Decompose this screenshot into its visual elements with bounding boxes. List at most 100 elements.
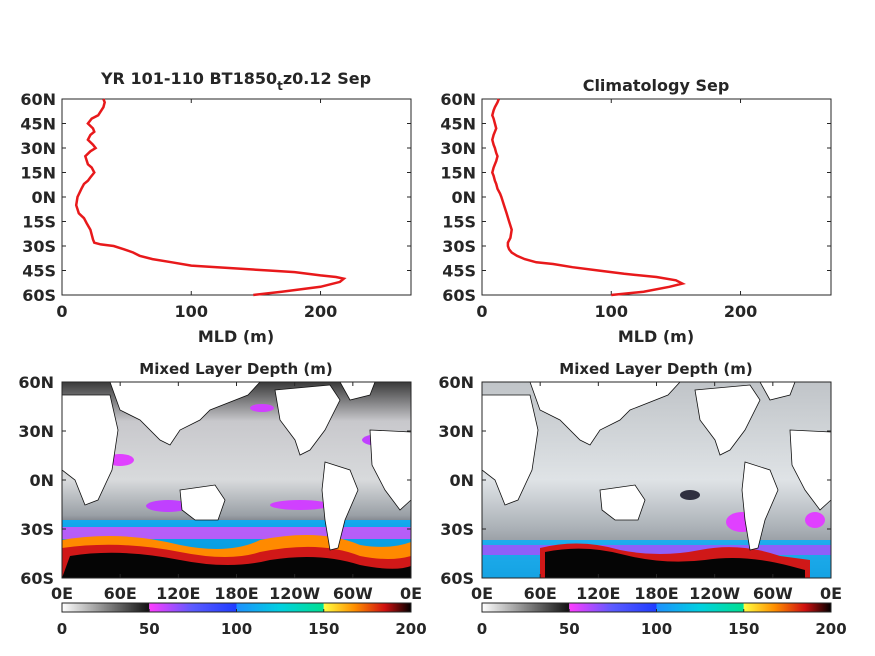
map-y-tick-label: 30N (18, 422, 54, 441)
land-asia-model (109, 382, 261, 446)
y-tick-label: 0N (451, 188, 476, 207)
plot-title-climatology: Climatology Sep (583, 76, 730, 95)
colorbar-segment (62, 603, 150, 612)
y-tick-label: 60S (22, 286, 56, 305)
map-x-tick-label: 120W (269, 584, 320, 603)
xlabel-model: MLD (m) (198, 327, 274, 346)
land-north-america-climatology (694, 384, 761, 456)
y-tick-label: 60N (20, 90, 56, 109)
colorbar-tick-label: 150 (308, 620, 339, 638)
y-tick-label: 30N (20, 139, 56, 158)
x-tick-label: 200 (304, 302, 337, 321)
y-tick-label: 45N (20, 115, 56, 134)
map-x-tick-label: 60W (753, 584, 793, 603)
colorbar-tick-label: 200 (815, 620, 846, 638)
map-x-tick-label: 60E (104, 584, 137, 603)
plot-frame-climatology (481, 98, 832, 296)
land-asia-climatology (529, 382, 681, 446)
map-x-tick-label: 120W (689, 584, 740, 603)
land-australia-climatology (599, 484, 646, 521)
mld-line-model (74, 98, 347, 297)
y-tick-label: 30S (22, 237, 56, 256)
colorbar-tick-label: 0 (57, 620, 67, 638)
map-y-tick-label: 30S (440, 520, 474, 539)
xlabel-climatology: MLD (m) (618, 327, 694, 346)
y-tick-label: 60N (440, 90, 476, 109)
map-y-tick-label: 0N (449, 471, 474, 490)
colorbar-segment (743, 603, 831, 612)
map-y-tick-label: 60S (440, 569, 474, 588)
land-africa-model (62, 394, 119, 506)
map-x-tick-label: 0E (820, 584, 842, 603)
map-y-tick-label: 60N (18, 373, 54, 392)
y-tick-label: 45S (442, 262, 476, 281)
y-tick-label: 30N (440, 139, 476, 158)
profile-plot-model: YR 101-110 BT1850tz0.12 Sep 60N 45N 30N 15N… (20, 69, 412, 346)
land-africa-climatology (482, 394, 539, 506)
map-x-tick-label: 0E (471, 584, 493, 603)
land-africa-west-model (369, 429, 411, 511)
land-africa-west-climatology (789, 429, 831, 511)
map-x-tick-label: 120E (156, 584, 200, 603)
land-south-america-model (321, 461, 359, 551)
y-tick-label: 15N (20, 164, 56, 183)
x-tick-label: 200 (724, 302, 757, 321)
map-x-tick-label: 180E (634, 584, 678, 603)
map-x-tick-label: 180E (214, 584, 258, 603)
colorbar-segment (482, 603, 570, 612)
land-greenland-climatology (759, 382, 796, 401)
colorbar-tick-label: 50 (139, 620, 160, 638)
colorbar-segment (323, 603, 411, 612)
plot-title-model: YR 101-110 BT1850tz0.12 Sep (100, 69, 371, 93)
map-y-tick-label: 60N (438, 373, 474, 392)
map-title-model: Mixed Layer Depth (m) (139, 360, 332, 378)
x-tick-label: 100 (595, 302, 628, 321)
x-tick-label: 0 (476, 302, 487, 321)
map-x-tick-label: 0E (51, 584, 73, 603)
map-y-tick-label: 30S (20, 520, 54, 539)
profile-plot-climatology: Climatology Sep 60N45N30N15N0N15S30S45S6… (440, 76, 832, 346)
colorbar-segment (569, 603, 657, 612)
land-south-america-climatology (741, 461, 779, 551)
y-tick-label: 0N (31, 188, 56, 207)
colorbar-segment (236, 603, 324, 612)
map-y-tick-label: 30N (438, 422, 474, 441)
colorbar-segment (149, 603, 237, 612)
map-x-tick-label: 60E (524, 584, 557, 603)
y-tick-label: 15N (440, 164, 476, 183)
land-greenland-model (339, 382, 376, 401)
x-tick-label: 100 (175, 302, 208, 321)
land-australia-model (179, 484, 226, 521)
colorbar-model: 0 50 100 150 200 (57, 602, 427, 638)
colorbar-tick-label: 100 (221, 620, 252, 638)
colorbar-tick-label: 0 (477, 620, 487, 638)
plot-frame-model (61, 98, 412, 296)
x-tick-label: 0 (56, 302, 67, 321)
map-y-tick-label: 0N (29, 471, 54, 490)
colorbar-tick-label: 150 (728, 620, 759, 638)
y-tick-label: 45S (22, 262, 56, 281)
land-north-america-model (274, 384, 341, 456)
y-tick-label: 60S (442, 286, 476, 305)
colorbar-segment (656, 603, 744, 612)
colorbar-tick-label: 200 (395, 620, 426, 638)
y-tick-label: 15S (442, 213, 476, 232)
colorbar-tick-label: 100 (641, 620, 672, 638)
colorbar-tick-label: 50 (559, 620, 580, 638)
y-tick-label: 30S (442, 237, 476, 256)
y-tick-label: 45N (440, 115, 476, 134)
map-x-tick-label: 0E (400, 584, 422, 603)
y-tick-label: 15S (22, 213, 56, 232)
map-x-tick-label: 60W (333, 584, 373, 603)
map-title-climatology: Mixed Layer Depth (m) (559, 360, 752, 378)
map-x-tick-label: 120E (576, 584, 620, 603)
map-y-tick-label: 60S (20, 569, 54, 588)
colorbar-climatology: 0 50 100 150 200 (477, 602, 847, 638)
